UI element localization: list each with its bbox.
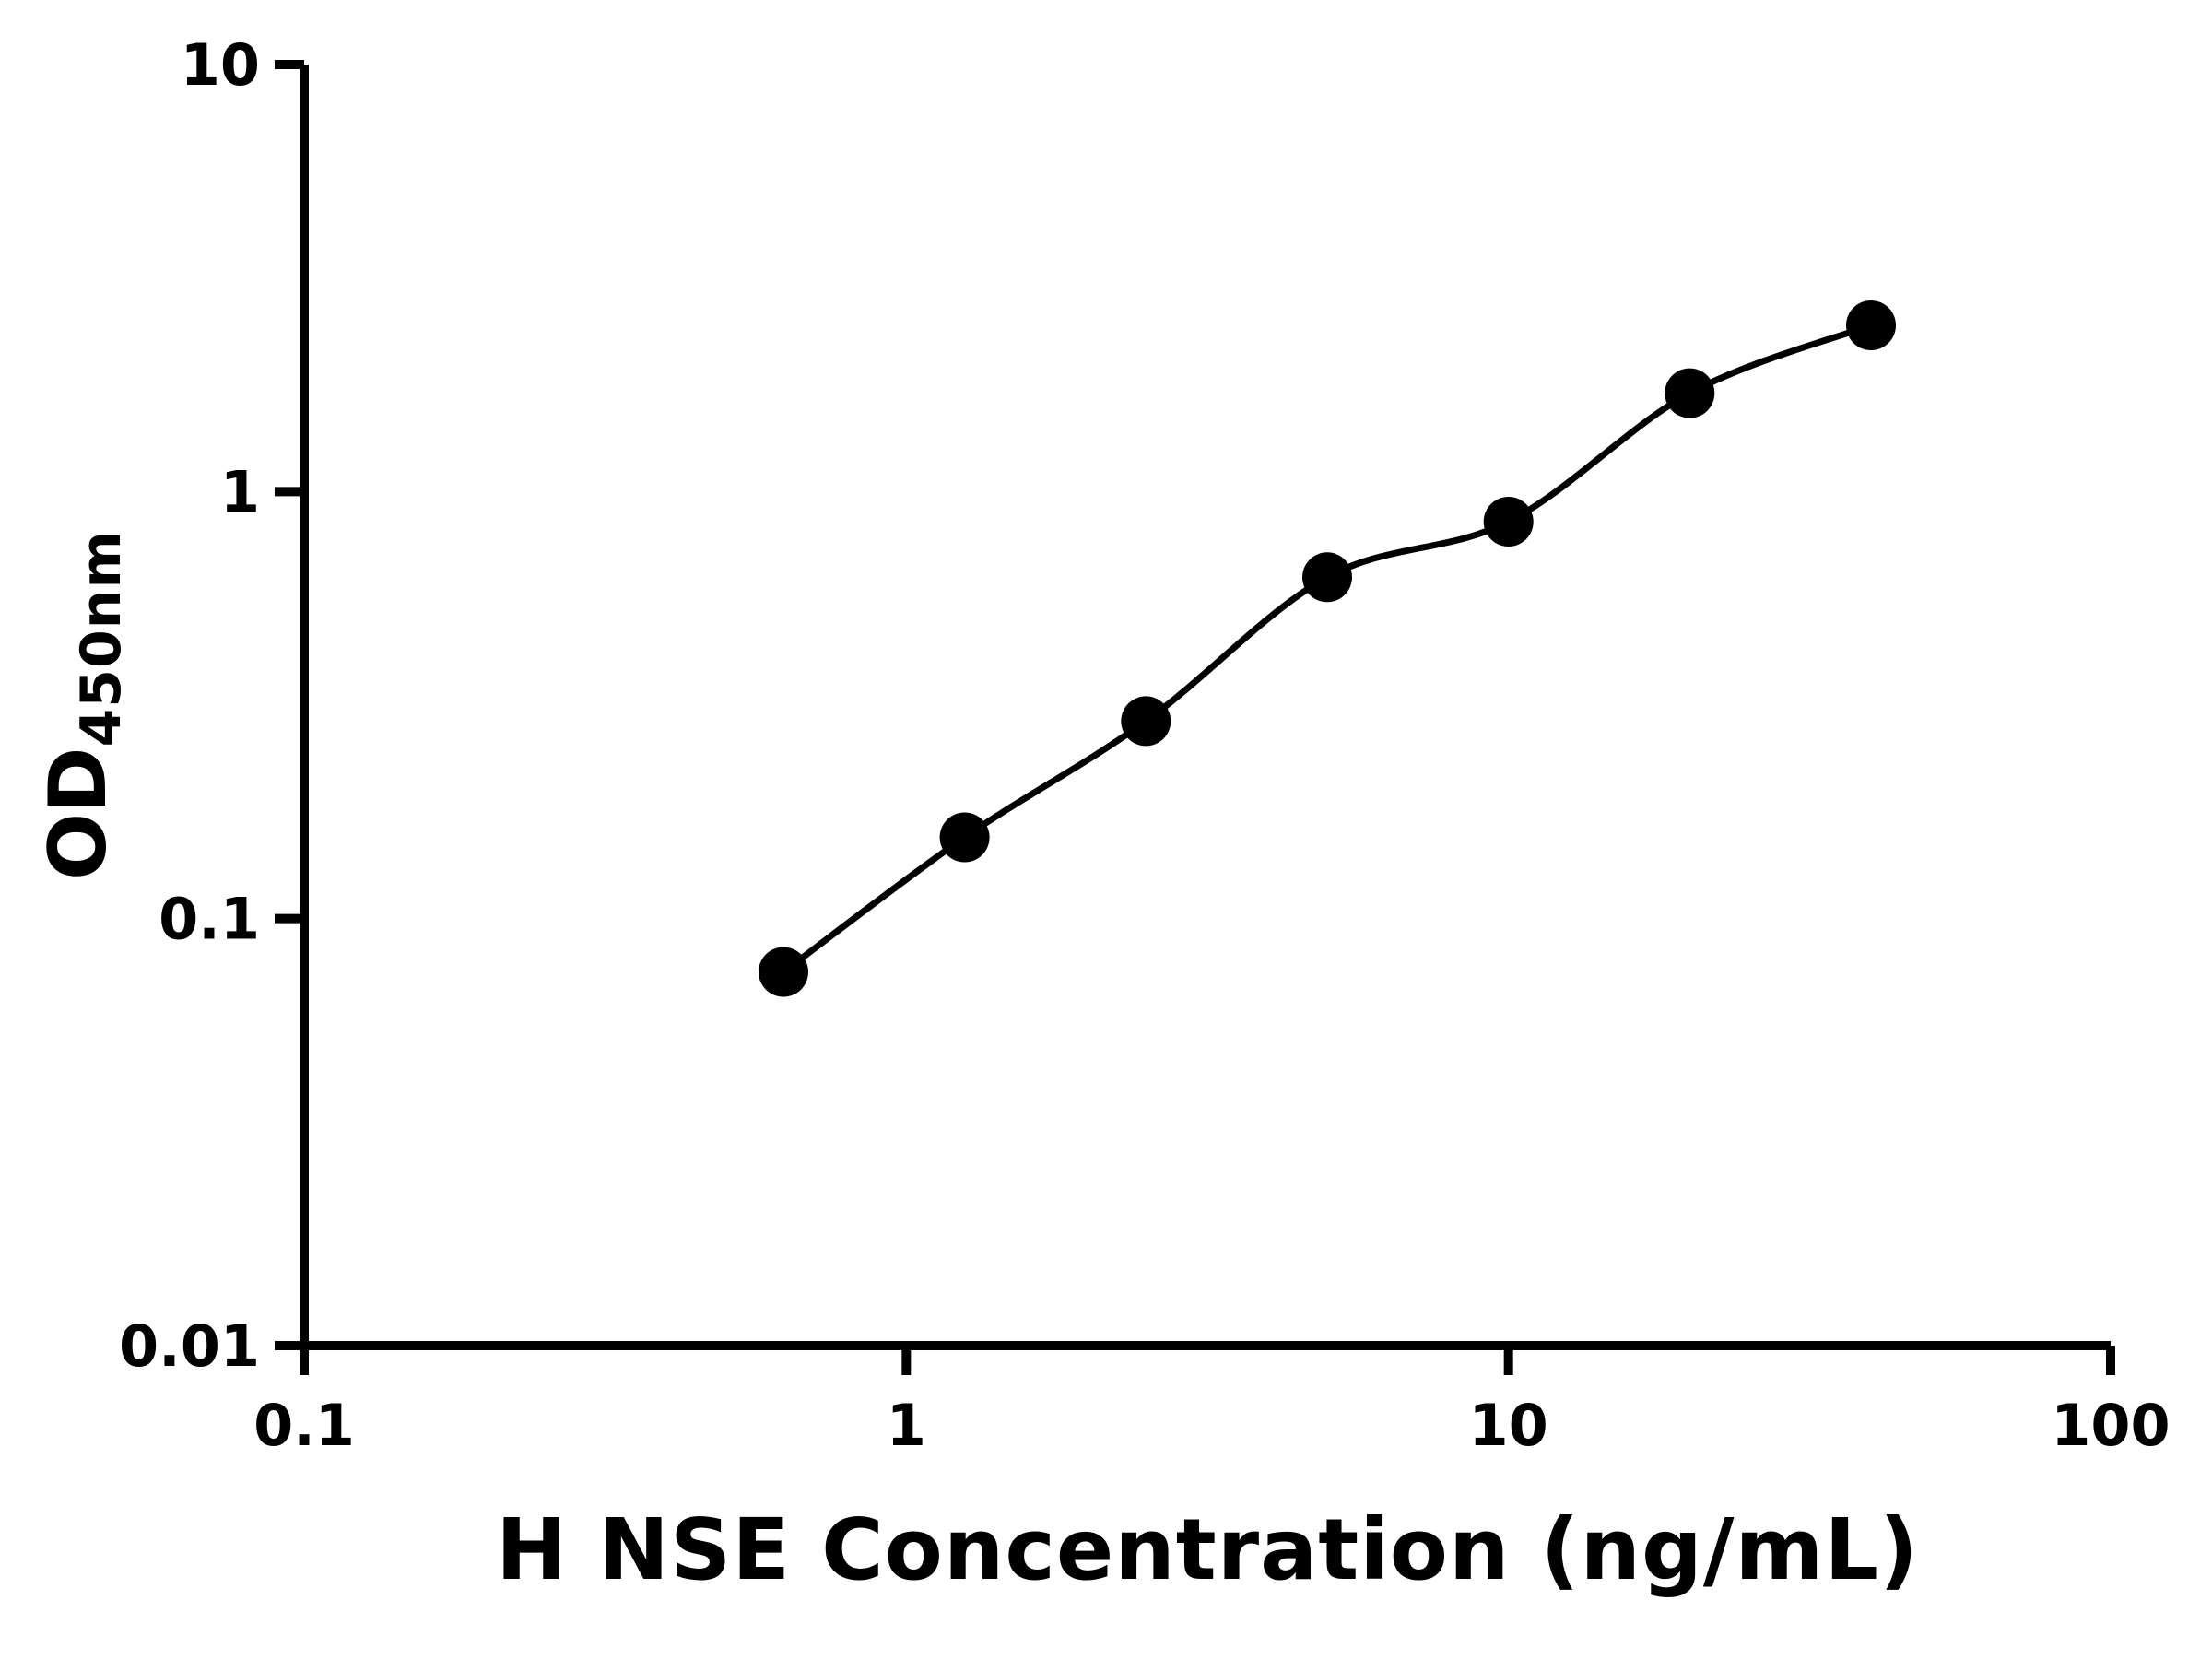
x-axis-tick-label: 100 (2051, 1392, 2170, 1459)
y-axis-tick-label: 10 (181, 31, 260, 99)
data-point (1665, 368, 1715, 418)
y-axis-title: OD450nm (32, 530, 134, 880)
data-point (1483, 497, 1534, 547)
x-axis-tick-label: 0.1 (253, 1392, 355, 1459)
y-axis-tick-label: 0.01 (119, 1312, 260, 1380)
y-axis-title-main: OD (32, 747, 124, 880)
data-point (759, 947, 808, 997)
x-axis-title: H NSE Concentration (ng/mL) (495, 1500, 1919, 1599)
data-point (1121, 696, 1171, 747)
data-point (1846, 300, 1896, 350)
y-axis-tick-label: 0.1 (159, 886, 260, 953)
data-point (939, 812, 990, 863)
y-axis-tick-label: 1 (220, 458, 260, 525)
axis-spines (300, 65, 2111, 1350)
data-point (1302, 552, 1352, 603)
x-axis-tick-label: 10 (1469, 1392, 1548, 1459)
x-axis-tick-label: 1 (887, 1392, 926, 1459)
y-axis-title-subscript: 450nm (69, 530, 134, 747)
fit-curve (781, 322, 1873, 975)
